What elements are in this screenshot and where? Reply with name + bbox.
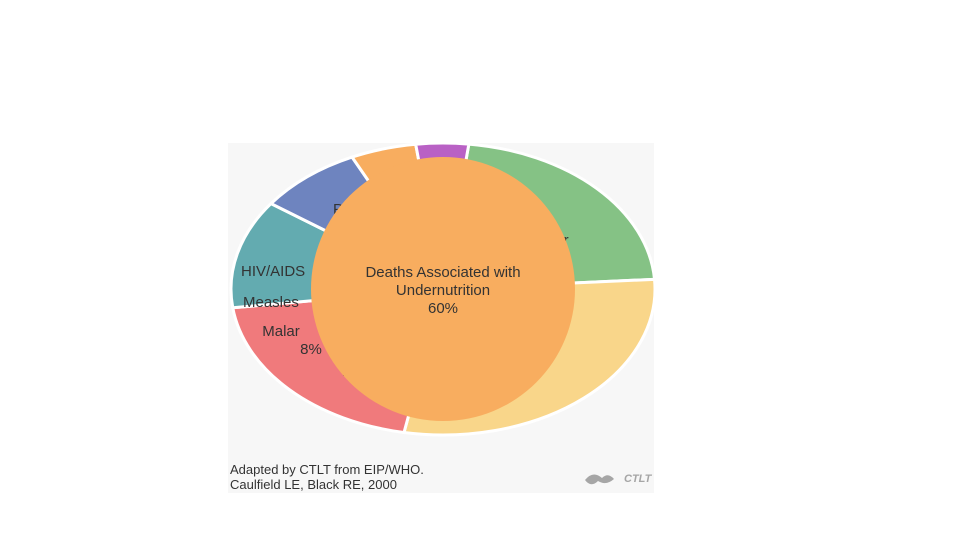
slice-label-malaria: Malar	[262, 323, 300, 340]
slice-label-measles: Measles	[243, 294, 299, 311]
ctlt-logo: CTLT	[585, 473, 653, 485]
source-line-1: Adapted by CTLT from EIP/WHO.	[230, 462, 424, 477]
center-circle	[311, 157, 575, 421]
center-label-line-2: Undernutrition	[396, 282, 490, 299]
center-label-value: 60%	[428, 300, 458, 317]
source-note: Adapted by CTLT from EIP/WHO. Caulfield …	[230, 462, 424, 492]
source-line-2: Caulfield LE, Black RE, 2000	[230, 477, 397, 492]
slice-value-malaria: 8%	[300, 341, 322, 358]
ctlt-logo-icon	[585, 474, 614, 485]
center-label-line-1: Deaths Associated with	[365, 264, 520, 281]
center-circle-group: Deaths Associated with Undernutrition 60…	[311, 157, 575, 421]
ctlt-logo-text: CTLT	[624, 473, 653, 485]
slice-label-hiv-aids: HIV/AIDS	[241, 263, 305, 280]
